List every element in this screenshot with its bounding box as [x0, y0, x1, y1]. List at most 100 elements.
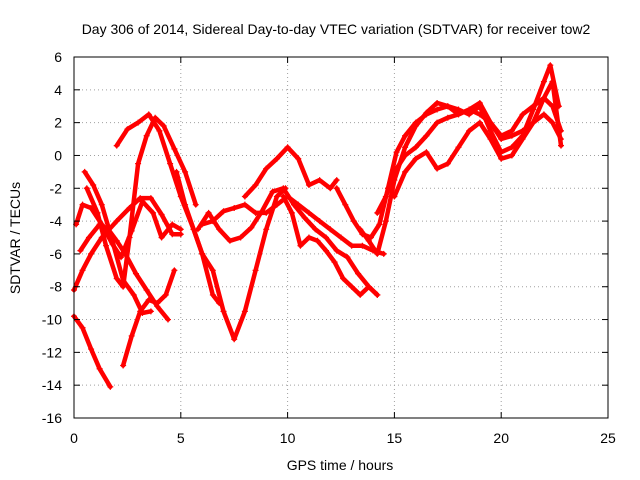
data-point-marker — [412, 155, 419, 162]
data-point-marker — [558, 142, 565, 149]
series-satellite-track-13 — [280, 193, 381, 298]
data-point-marker — [340, 275, 347, 282]
data-point-marker — [434, 106, 441, 113]
series-line — [71, 314, 113, 390]
data-point-marker — [327, 226, 334, 233]
y-tick-label: 6 — [54, 49, 62, 65]
data-point-marker — [402, 144, 409, 151]
data-point-marker — [466, 127, 473, 134]
data-point-marker — [135, 119, 142, 126]
y-tick-label: -2 — [50, 180, 63, 196]
data-point-marker — [79, 201, 86, 208]
data-point-marker — [305, 209, 312, 216]
data-point-marker — [355, 270, 362, 277]
data-point-marker — [154, 300, 161, 307]
data-point-marker — [305, 234, 312, 241]
data-point-marker — [241, 193, 248, 200]
data-point-marker — [455, 144, 462, 151]
data-point-marker — [96, 365, 103, 372]
data-point-marker — [94, 209, 101, 216]
data-point-marker — [357, 226, 364, 233]
data-point-marker — [150, 209, 157, 216]
data-point-marker — [549, 78, 556, 85]
data-point-marker — [295, 201, 302, 208]
data-point-marker — [145, 296, 152, 303]
series-satellite-track-16 — [374, 95, 565, 216]
data-point-marker — [323, 234, 330, 241]
data-point-marker — [194, 226, 201, 233]
data-point-marker — [156, 127, 163, 134]
y-tick-label: -12 — [42, 344, 62, 360]
data-point-marker — [350, 218, 357, 225]
data-point-marker — [237, 234, 244, 241]
data-point-marker — [79, 267, 86, 274]
data-point-marker — [423, 109, 430, 116]
y-tick-label: 2 — [54, 115, 62, 131]
data-point-marker — [331, 259, 338, 266]
data-point-marker — [90, 181, 97, 188]
data-point-marker — [162, 291, 169, 298]
data-point-marker — [231, 204, 238, 211]
series-satellite-track-11 — [199, 193, 387, 257]
data-point-marker — [205, 209, 212, 216]
data-point-marker — [423, 149, 430, 156]
data-point-marker — [171, 145, 178, 152]
data-point-marker — [547, 62, 554, 69]
data-point-marker — [130, 291, 137, 298]
data-point-marker — [113, 142, 120, 149]
data-point-marker — [348, 283, 355, 290]
data-point-marker — [487, 127, 494, 134]
data-point-marker — [77, 247, 84, 254]
data-point-marker — [316, 218, 323, 225]
data-point-marker — [248, 224, 255, 231]
data-point-marker — [280, 193, 287, 200]
data-point-marker — [167, 160, 174, 167]
data-point-marker — [135, 160, 142, 167]
data-point-marker — [487, 136, 494, 143]
data-point-marker — [333, 247, 340, 254]
x-tick-labels: 0 5 10 15 20 25 — [70, 430, 616, 446]
data-point-marker — [284, 144, 291, 151]
data-point-marker — [338, 234, 344, 241]
y-tick-label: 4 — [54, 82, 62, 98]
data-point-marker — [508, 152, 515, 159]
data-point-marker — [105, 226, 112, 233]
data-point-marker — [171, 267, 178, 274]
data-point-marker — [88, 250, 95, 257]
series-line — [78, 222, 171, 322]
series-line — [174, 169, 288, 342]
data-point-marker — [434, 99, 441, 106]
data-point-marker — [173, 168, 180, 175]
data-point-marker — [273, 201, 280, 208]
data-point-marker — [85, 234, 92, 241]
data-point-marker — [344, 254, 351, 261]
data-point-marker — [348, 242, 355, 249]
data-point-marker — [98, 201, 105, 208]
data-point-marker — [423, 132, 430, 139]
data-point-marker — [252, 267, 259, 274]
data-point-marker — [393, 149, 400, 156]
data-point-marker — [160, 122, 167, 129]
data-point-marker — [199, 250, 206, 257]
data-point-marker — [466, 106, 473, 113]
data-point-marker — [444, 114, 451, 121]
data-point-marker — [402, 132, 409, 139]
data-point-marker — [498, 132, 505, 139]
data-point-marker — [376, 221, 383, 228]
data-point-marker — [508, 144, 515, 151]
data-point-marker — [365, 237, 372, 244]
data-point-marker — [252, 209, 259, 216]
data-point-marker — [126, 234, 133, 241]
y-tick-label: -4 — [50, 213, 63, 229]
data-point-marker — [540, 95, 547, 102]
data-point-marker — [120, 283, 127, 290]
series-satellite-track-7 — [113, 111, 223, 307]
data-point-marker — [88, 346, 95, 353]
data-point-marker — [273, 155, 280, 162]
data-point-marker — [305, 181, 312, 188]
data-point-marker — [295, 155, 302, 162]
data-point-marker — [374, 291, 381, 298]
data-point-marker — [164, 316, 171, 323]
data-point-marker — [113, 218, 120, 225]
